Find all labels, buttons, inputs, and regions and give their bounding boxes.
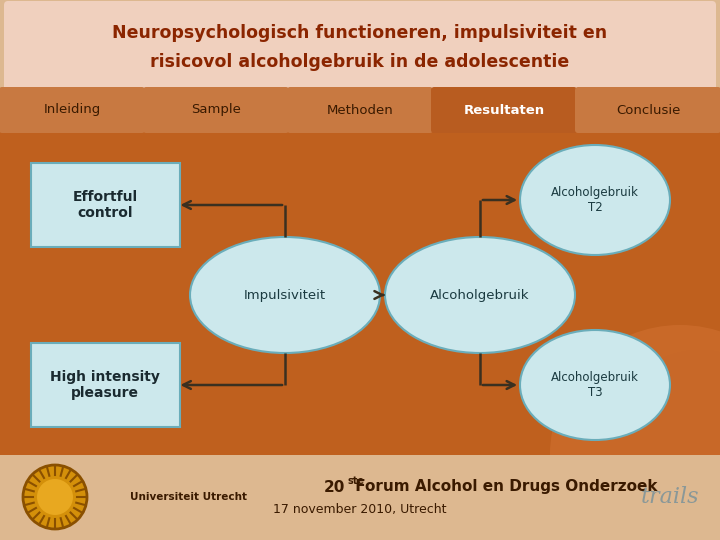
FancyBboxPatch shape <box>143 87 289 133</box>
Text: 17 november 2010, Utrecht: 17 november 2010, Utrecht <box>274 503 446 516</box>
Circle shape <box>23 465 87 529</box>
Ellipse shape <box>520 330 670 440</box>
Ellipse shape <box>190 237 380 353</box>
FancyBboxPatch shape <box>287 87 433 133</box>
Text: 20: 20 <box>323 480 345 495</box>
Text: Sample: Sample <box>191 104 241 117</box>
Text: Effortful
control: Effortful control <box>73 190 138 220</box>
Text: Inleiding: Inleiding <box>43 104 101 117</box>
Text: trails: trails <box>641 486 699 508</box>
Bar <box>0 455 720 540</box>
Text: Methoden: Methoden <box>327 104 393 117</box>
Text: High intensity
pleasure: High intensity pleasure <box>50 370 160 400</box>
Text: Resultaten: Resultaten <box>464 104 544 117</box>
Ellipse shape <box>520 145 670 255</box>
Text: Forum Alcohol en Drugs Onderzoek: Forum Alcohol en Drugs Onderzoek <box>350 480 657 495</box>
Text: Impulsiviteit: Impulsiviteit <box>244 288 326 301</box>
Circle shape <box>37 479 73 515</box>
FancyBboxPatch shape <box>575 87 720 133</box>
Text: Alcoholgebruik: Alcoholgebruik <box>431 288 530 301</box>
Ellipse shape <box>385 237 575 353</box>
Bar <box>0 128 720 455</box>
FancyBboxPatch shape <box>30 163 179 247</box>
Circle shape <box>550 325 720 540</box>
Text: risicovol alcoholgebruik in de adolescentie: risicovol alcoholgebruik in de adolescen… <box>150 53 570 71</box>
Circle shape <box>610 350 720 530</box>
Text: Neuropsychologisch functioneren, impulsiviteit en: Neuropsychologisch functioneren, impulsi… <box>112 24 608 42</box>
Text: ste: ste <box>348 476 365 486</box>
FancyBboxPatch shape <box>30 343 179 427</box>
Text: Alcoholgebruik
T2: Alcoholgebruik T2 <box>551 186 639 214</box>
FancyBboxPatch shape <box>0 87 145 133</box>
Text: Alcoholgebruik
T3: Alcoholgebruik T3 <box>551 371 639 399</box>
Text: Universiteit Utrecht: Universiteit Utrecht <box>130 492 247 502</box>
FancyBboxPatch shape <box>4 1 716 92</box>
FancyBboxPatch shape <box>431 87 577 133</box>
Text: Conclusie: Conclusie <box>616 104 680 117</box>
